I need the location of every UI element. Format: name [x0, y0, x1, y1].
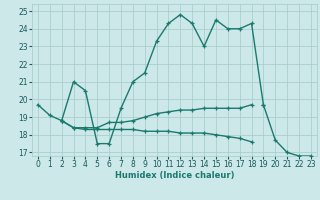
X-axis label: Humidex (Indice chaleur): Humidex (Indice chaleur): [115, 171, 234, 180]
